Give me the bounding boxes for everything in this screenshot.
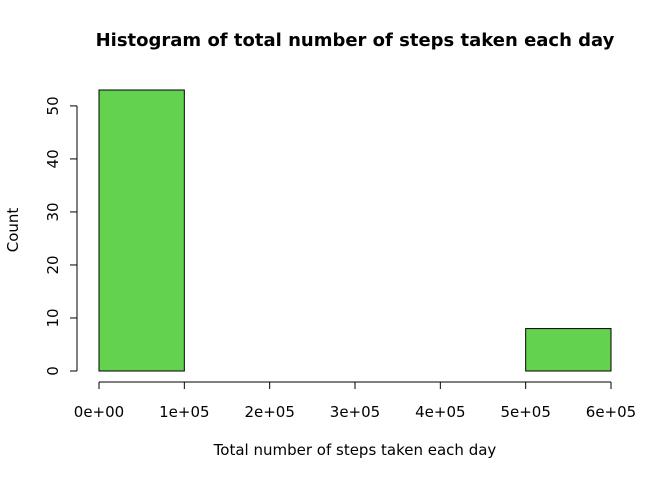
x-tick-label: 6e+05 [586, 403, 636, 421]
y-axis: 0 10 20 30 40 50 [44, 96, 78, 376]
y-tick-label: 20 [44, 255, 62, 274]
y-tick-label: 10 [44, 308, 62, 327]
x-tick-label: 2e+05 [244, 403, 294, 421]
histogram-bar-0 [98, 89, 185, 372]
x-tick-label: 5e+05 [500, 403, 550, 421]
chart-title: Histogram of total number of steps taken… [96, 30, 615, 51]
bars-layer [98, 89, 612, 372]
x-tick-label: 4e+05 [415, 403, 465, 421]
x-tick-label: 3e+05 [330, 403, 380, 421]
y-axis-label: Count [4, 208, 22, 253]
y-tick-label: 50 [44, 96, 62, 115]
y-tick-label: 30 [44, 202, 62, 221]
y-tick-label: 0 [44, 366, 62, 376]
x-tick-label: 0e+00 [74, 403, 124, 421]
histogram-bar-5 [525, 328, 612, 372]
x-axis: 0e+00 1e+05 2e+05 3e+05 4e+05 5e+05 6e+05 [74, 381, 636, 421]
y-tick-label: 40 [44, 149, 62, 168]
x-tick-label: 1e+05 [159, 403, 209, 421]
x-axis-label: Total number of steps taken each day [213, 441, 497, 459]
